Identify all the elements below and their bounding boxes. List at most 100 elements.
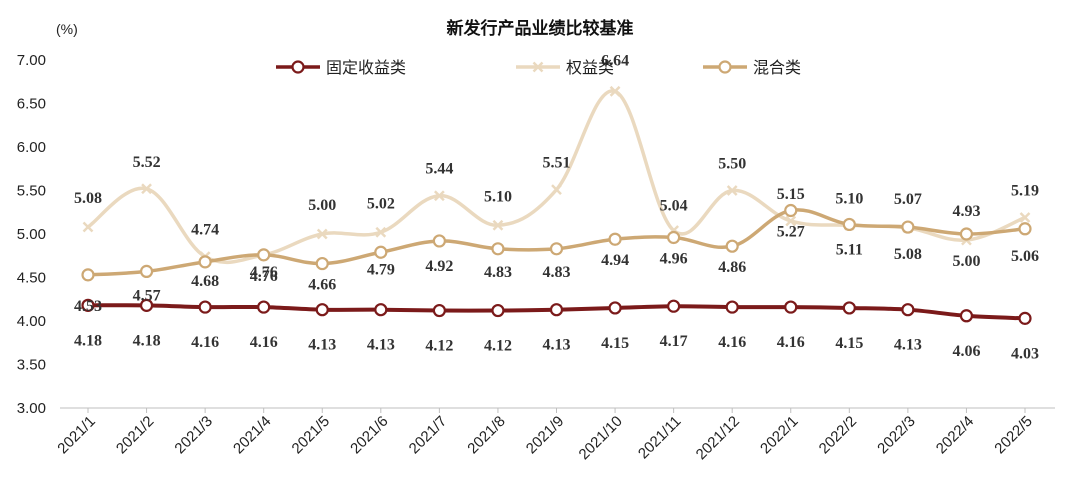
data-label: 5.27 [777, 224, 805, 241]
data-point [959, 227, 974, 241]
x-tick-label: 2021/7 [406, 413, 450, 457]
y-tick-label: 3.50 [17, 357, 46, 374]
data-label: 4.15 [601, 335, 629, 352]
x-tick-label: 2021/2 [113, 413, 157, 457]
y-unit-label: (%) [56, 21, 78, 37]
data-point [315, 303, 329, 317]
data-labels: 4.18 4.18 4.16 4.16 4.13 4.13 4.12 4.12 4.13 4.15… [74, 52, 1039, 362]
data-point [725, 300, 739, 314]
data-point [725, 239, 739, 253]
data-label: 4.16 [191, 334, 219, 351]
legend-label: 权益类 [566, 58, 614, 77]
y-tick-label: 7.00 [17, 52, 46, 69]
data-label: 4.13 [308, 337, 336, 354]
data-point [257, 300, 271, 314]
x-tick-label: 2021/6 [347, 413, 391, 457]
data-point [374, 245, 388, 259]
data-label: 4.03 [1011, 345, 1039, 362]
data-point [609, 85, 621, 97]
data-label: 6.64 [601, 52, 629, 69]
x-tick-label: 2021/9 [523, 413, 567, 457]
data-point [784, 300, 798, 314]
data-label: 5.02 [367, 195, 395, 212]
x-tick-label: 2021/1 [54, 413, 98, 457]
data-label: 4.17 [660, 333, 688, 350]
data-label: 5.52 [133, 154, 161, 171]
data-point [198, 300, 212, 314]
y-tick-label: 4.50 [17, 270, 46, 287]
data-point [667, 230, 681, 245]
data-label: 4.93 [952, 203, 980, 220]
data-label: 5.07 [894, 191, 922, 208]
data-label: 4.18 [133, 332, 161, 349]
data-label: 4.76 [250, 264, 278, 281]
data-point [81, 268, 95, 282]
data-label: 4.13 [894, 337, 922, 354]
data-label: 4.12 [425, 338, 453, 355]
data-point [842, 217, 856, 232]
data-point [315, 256, 329, 271]
data-label: 4.12 [484, 338, 512, 355]
data-label: 4.76 [250, 268, 278, 285]
data-label: 4.16 [777, 334, 805, 351]
series-equity [82, 85, 1031, 265]
x-tick-label: 2022/2 [816, 413, 860, 457]
legend-label: 混合类 [753, 58, 801, 77]
data-point [959, 309, 974, 323]
series-mixed [81, 203, 1032, 282]
data-point [1018, 222, 1032, 236]
data-label: 5.10 [484, 188, 512, 205]
x-tick-label: 2022/4 [933, 413, 977, 457]
data-label: 4.92 [425, 258, 453, 275]
data-point [374, 303, 388, 317]
x-tick-label: 2021/11 [635, 413, 685, 463]
y-tick-label: 6.00 [17, 139, 46, 156]
data-label: 5.06 [1011, 248, 1039, 265]
data-point [198, 255, 212, 269]
x-tick-label: 2021/10 [576, 413, 626, 463]
data-label: 4.74 [191, 222, 219, 239]
data-point [375, 226, 387, 238]
series-fixed-income [81, 298, 1032, 325]
y-tick-label: 6.50 [17, 96, 46, 113]
data-label: 5.19 [1011, 182, 1039, 199]
data-label: 4.68 [191, 273, 219, 290]
legend-item: 固定收益类 [276, 58, 406, 77]
data-label: 4.86 [718, 259, 746, 276]
data-label: 5.08 [74, 190, 102, 207]
legend-label: 固定收益类 [326, 58, 406, 77]
data-point [1018, 311, 1032, 325]
data-point [257, 248, 271, 262]
data-point [784, 203, 798, 218]
data-point [726, 185, 738, 196]
data-point [433, 190, 445, 202]
data-label: 5.50 [718, 156, 746, 173]
data-point [608, 232, 622, 246]
legend-marker-icon [532, 61, 544, 73]
y-tick-label: 4.00 [17, 313, 46, 330]
data-label: 4.57 [133, 287, 161, 304]
legend: 固定收益类 权益类 混合类 [276, 58, 801, 77]
data-label: 4.83 [543, 264, 571, 281]
series-line [86, 89, 1027, 265]
data-point [81, 298, 95, 312]
data-point [141, 183, 152, 195]
data-label: 4.15 [835, 335, 863, 352]
data-point [551, 184, 562, 196]
data-point [139, 298, 154, 312]
data-point [491, 242, 505, 256]
data-point [785, 215, 797, 227]
data-label: 4.18 [74, 332, 102, 349]
data-point [549, 242, 564, 256]
data-label: 4.13 [367, 337, 395, 354]
data-label: 4.13 [543, 337, 571, 354]
data-point [667, 299, 681, 313]
series-layer [81, 85, 1032, 325]
data-point [139, 264, 154, 279]
y-tick-label: 5.50 [17, 183, 46, 200]
x-tick-label: 2021/4 [230, 413, 274, 457]
x-tick-label: 2022/5 [991, 413, 1035, 457]
legend-marker-icon [291, 60, 305, 74]
